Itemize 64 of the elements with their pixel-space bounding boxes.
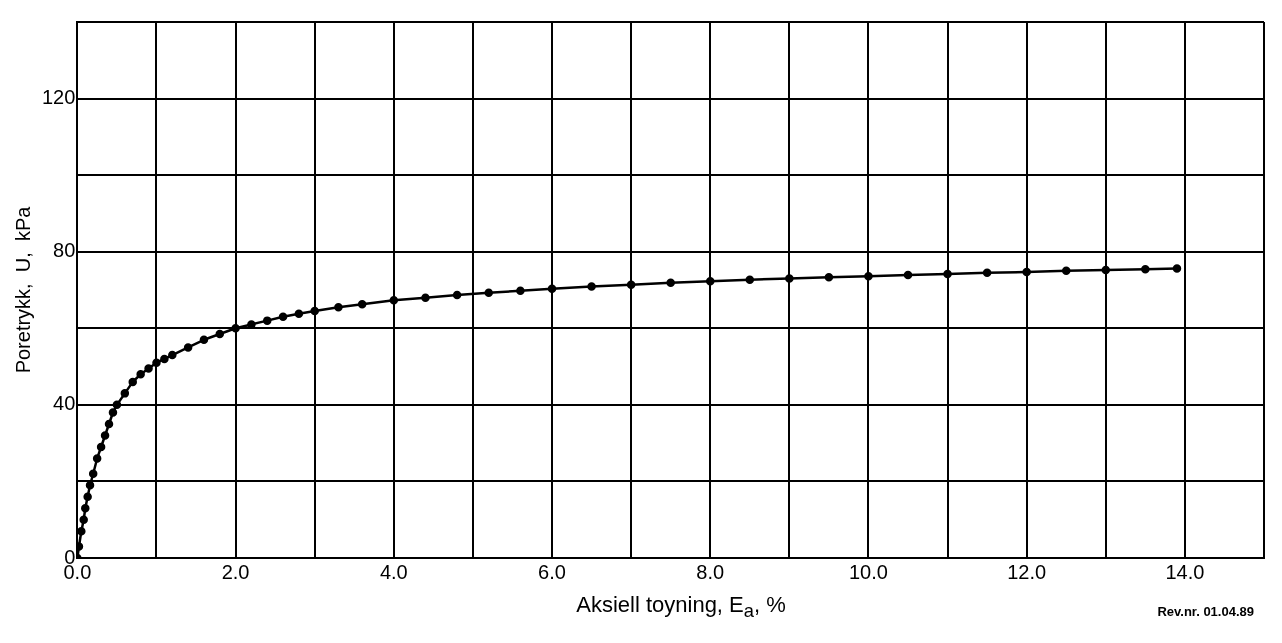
point [83, 492, 92, 501]
point [903, 270, 913, 280]
y-tick-label: 120 [41, 86, 76, 109]
point [77, 526, 86, 536]
point [85, 481, 95, 490]
text: Rev.nr. 01.04.89 [1157, 604, 1254, 619]
point [108, 408, 118, 417]
point [389, 296, 399, 305]
point [705, 276, 715, 286]
x-tick-label: 14.0 [1165, 560, 1205, 583]
point [864, 271, 873, 281]
x-tick-label: 8.0 [696, 560, 725, 583]
x-tick-label: 10.0 [848, 560, 888, 583]
point [982, 268, 992, 278]
x-tick-label: 4.0 [379, 560, 408, 583]
y-axis-title: Poretrykk, U, kPa [11, 205, 34, 374]
point [1022, 267, 1031, 277]
point [104, 419, 114, 429]
point [160, 354, 169, 364]
y-tick-label: 80 [53, 239, 76, 262]
point [516, 286, 525, 296]
point [547, 284, 557, 294]
point [587, 282, 596, 291]
point [666, 278, 675, 287]
point [278, 312, 288, 322]
point [1061, 266, 1071, 276]
point [168, 350, 177, 360]
point [136, 369, 145, 379]
point [357, 299, 367, 309]
point [100, 431, 110, 440]
point [92, 454, 102, 463]
point [81, 503, 90, 513]
point [128, 377, 137, 387]
point [199, 335, 209, 345]
point [144, 364, 153, 373]
point [626, 280, 636, 289]
point [215, 329, 225, 339]
point [262, 316, 272, 325]
point [183, 343, 193, 352]
x-tick-label: 12.0 [1007, 560, 1047, 583]
point [79, 515, 88, 524]
x-tick-label: 6.0 [538, 560, 566, 583]
x-tick-label: 2.0 [221, 560, 250, 583]
point [120, 389, 130, 398]
point [112, 400, 122, 410]
x-axis-title: Aksiell toyning, E$_{a}$, % [576, 592, 786, 622]
point [88, 469, 98, 479]
y-tick-label: 40 [53, 392, 76, 415]
point [334, 302, 343, 312]
point [1141, 265, 1150, 274]
point [452, 290, 462, 300]
point [310, 306, 319, 316]
point [231, 324, 240, 333]
point [96, 442, 106, 452]
point [294, 309, 304, 318]
point [421, 293, 430, 302]
point [1101, 265, 1111, 275]
point [943, 269, 952, 279]
point [824, 273, 834, 282]
point [785, 274, 794, 283]
point [484, 288, 493, 297]
point [152, 358, 161, 367]
point [1172, 264, 1182, 273]
point [745, 275, 755, 284]
